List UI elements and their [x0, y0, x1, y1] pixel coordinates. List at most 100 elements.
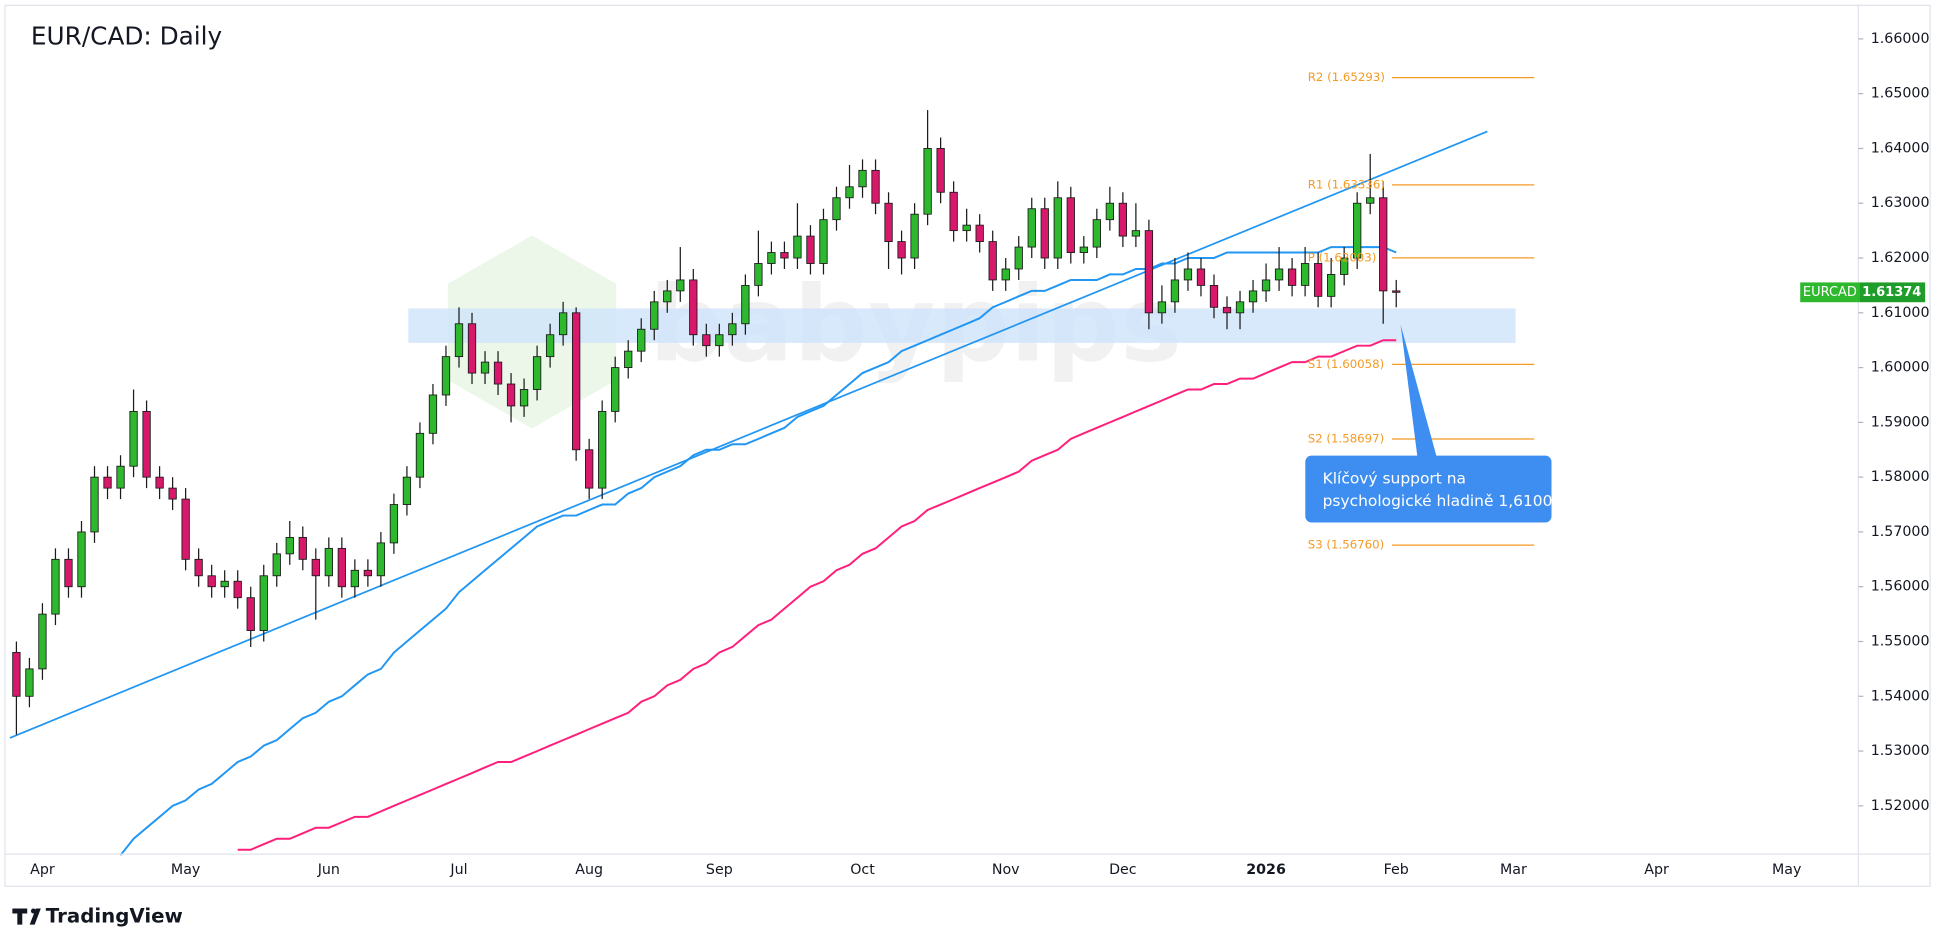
pivot-label: S3 (1.56760) — [1308, 538, 1384, 552]
y-tick-label: 1.64000 — [1871, 140, 1930, 156]
candle-body — [1261, 279, 1271, 292]
pivot-label: R1 (1.63336) — [1308, 177, 1385, 191]
x-tick-label: Apr — [1644, 862, 1669, 878]
candle-body — [12, 652, 21, 697]
candle-body — [38, 613, 47, 670]
x-tick-label: Jul — [449, 862, 467, 878]
candle-body — [598, 410, 607, 489]
y-tick-label: 1.62000 — [1871, 250, 1930, 266]
candle-body — [1001, 268, 1010, 281]
chart-title: EUR/CAD: Daily — [31, 21, 222, 50]
price-tag — [1859, 282, 1926, 303]
y-tick-label: 1.53000 — [1871, 743, 1930, 759]
candle-body — [1144, 230, 1154, 314]
candle-body — [519, 389, 529, 407]
candle-body — [975, 224, 984, 243]
x-tick-label: Feb — [1384, 862, 1409, 878]
callout: Klíčový support na psychologické hladině… — [1305, 324, 1552, 523]
candle-body — [988, 241, 997, 281]
candle-body — [90, 476, 99, 533]
candle-body — [142, 410, 151, 478]
x-tick-label: May — [1772, 862, 1801, 878]
candle-body — [1300, 263, 1310, 286]
candle-body — [858, 169, 867, 188]
candle-body — [272, 553, 281, 577]
candle-body — [493, 361, 503, 385]
candle-body — [637, 328, 646, 352]
candle-body — [337, 547, 346, 588]
candle-body — [116, 465, 125, 489]
candle-body — [1079, 246, 1088, 253]
callout-text: Klíčový support na — [1323, 470, 1466, 488]
candle-body — [181, 498, 190, 560]
candle-body — [1379, 197, 1388, 292]
candle-body — [402, 476, 412, 505]
candle-body — [1392, 290, 1401, 293]
price-tag-text: 1.61374 — [1862, 285, 1921, 300]
candle-body — [532, 356, 542, 390]
x-tick-label: Oct — [850, 862, 875, 878]
y-tick-label: 1.59000 — [1871, 414, 1930, 430]
pivot-label: R2 (1.65293) — [1308, 70, 1385, 84]
candle-body — [1092, 219, 1101, 248]
candle-body — [780, 252, 789, 259]
candle-body — [663, 290, 672, 303]
candle-body — [1053, 197, 1062, 259]
candle-body — [962, 224, 971, 232]
candle-body — [25, 668, 34, 697]
candle-body — [311, 558, 320, 577]
candle-body — [155, 476, 164, 489]
candle-body — [194, 558, 203, 577]
brand-logo — [12, 908, 41, 925]
candle-body — [1248, 290, 1258, 303]
y-tick-label: 1.52000 — [1871, 798, 1930, 814]
frame — [4, 4, 1931, 887]
candle-body — [650, 301, 659, 330]
trendline — [9, 130, 1488, 739]
candle-body — [572, 312, 581, 451]
candle-body — [467, 323, 477, 374]
candle-body — [1118, 202, 1128, 237]
y-tick-label: 1.58000 — [1871, 469, 1930, 485]
candle-body — [454, 323, 464, 358]
x-tick-label: Sep — [706, 862, 733, 878]
candle-body — [246, 597, 255, 631]
candle-body — [506, 383, 516, 407]
candle-body — [884, 202, 893, 243]
y-tick-label: 1.61000 — [1871, 305, 1930, 321]
moving-average — [237, 339, 1397, 851]
symbol-tag-text: EURCAD — [1803, 285, 1857, 300]
candle-body — [949, 191, 958, 232]
pivot-label: S2 (1.58697) — [1308, 431, 1384, 445]
candle-body — [324, 547, 333, 577]
x-tick-label: Nov — [992, 862, 1020, 878]
candle-body — [871, 169, 880, 204]
y-tick-label: 1.55000 — [1871, 634, 1930, 650]
candle-body — [428, 394, 438, 434]
y-tick-label: 1.63000 — [1871, 195, 1930, 211]
x-tick-label: Dec — [1109, 862, 1137, 878]
candle-body — [207, 575, 216, 588]
brand-logo-dot — [30, 908, 36, 914]
x-tick-label: Apr — [30, 862, 55, 878]
y-tick-label: 1.66000 — [1871, 31, 1930, 47]
candle-body — [1235, 301, 1245, 314]
candle-body — [168, 487, 177, 500]
candle-body — [1274, 268, 1284, 281]
candle-body — [897, 241, 906, 259]
candle-body — [611, 367, 620, 412]
candle-body — [1040, 208, 1049, 259]
y-tick-label: 1.65000 — [1871, 86, 1930, 102]
candle-body — [1066, 197, 1075, 253]
candle-body — [936, 148, 945, 193]
brand: TradingView — [12, 905, 183, 928]
candle-body — [1027, 208, 1036, 248]
x-tick-label: Jun — [317, 862, 340, 878]
candle-body — [415, 432, 425, 478]
candle-body — [51, 558, 60, 615]
candle-body — [1222, 306, 1232, 314]
pivot-label: P (1.62003) — [1308, 250, 1377, 264]
y-tick-label: 1.56000 — [1871, 579, 1930, 595]
candle-body — [845, 186, 854, 199]
